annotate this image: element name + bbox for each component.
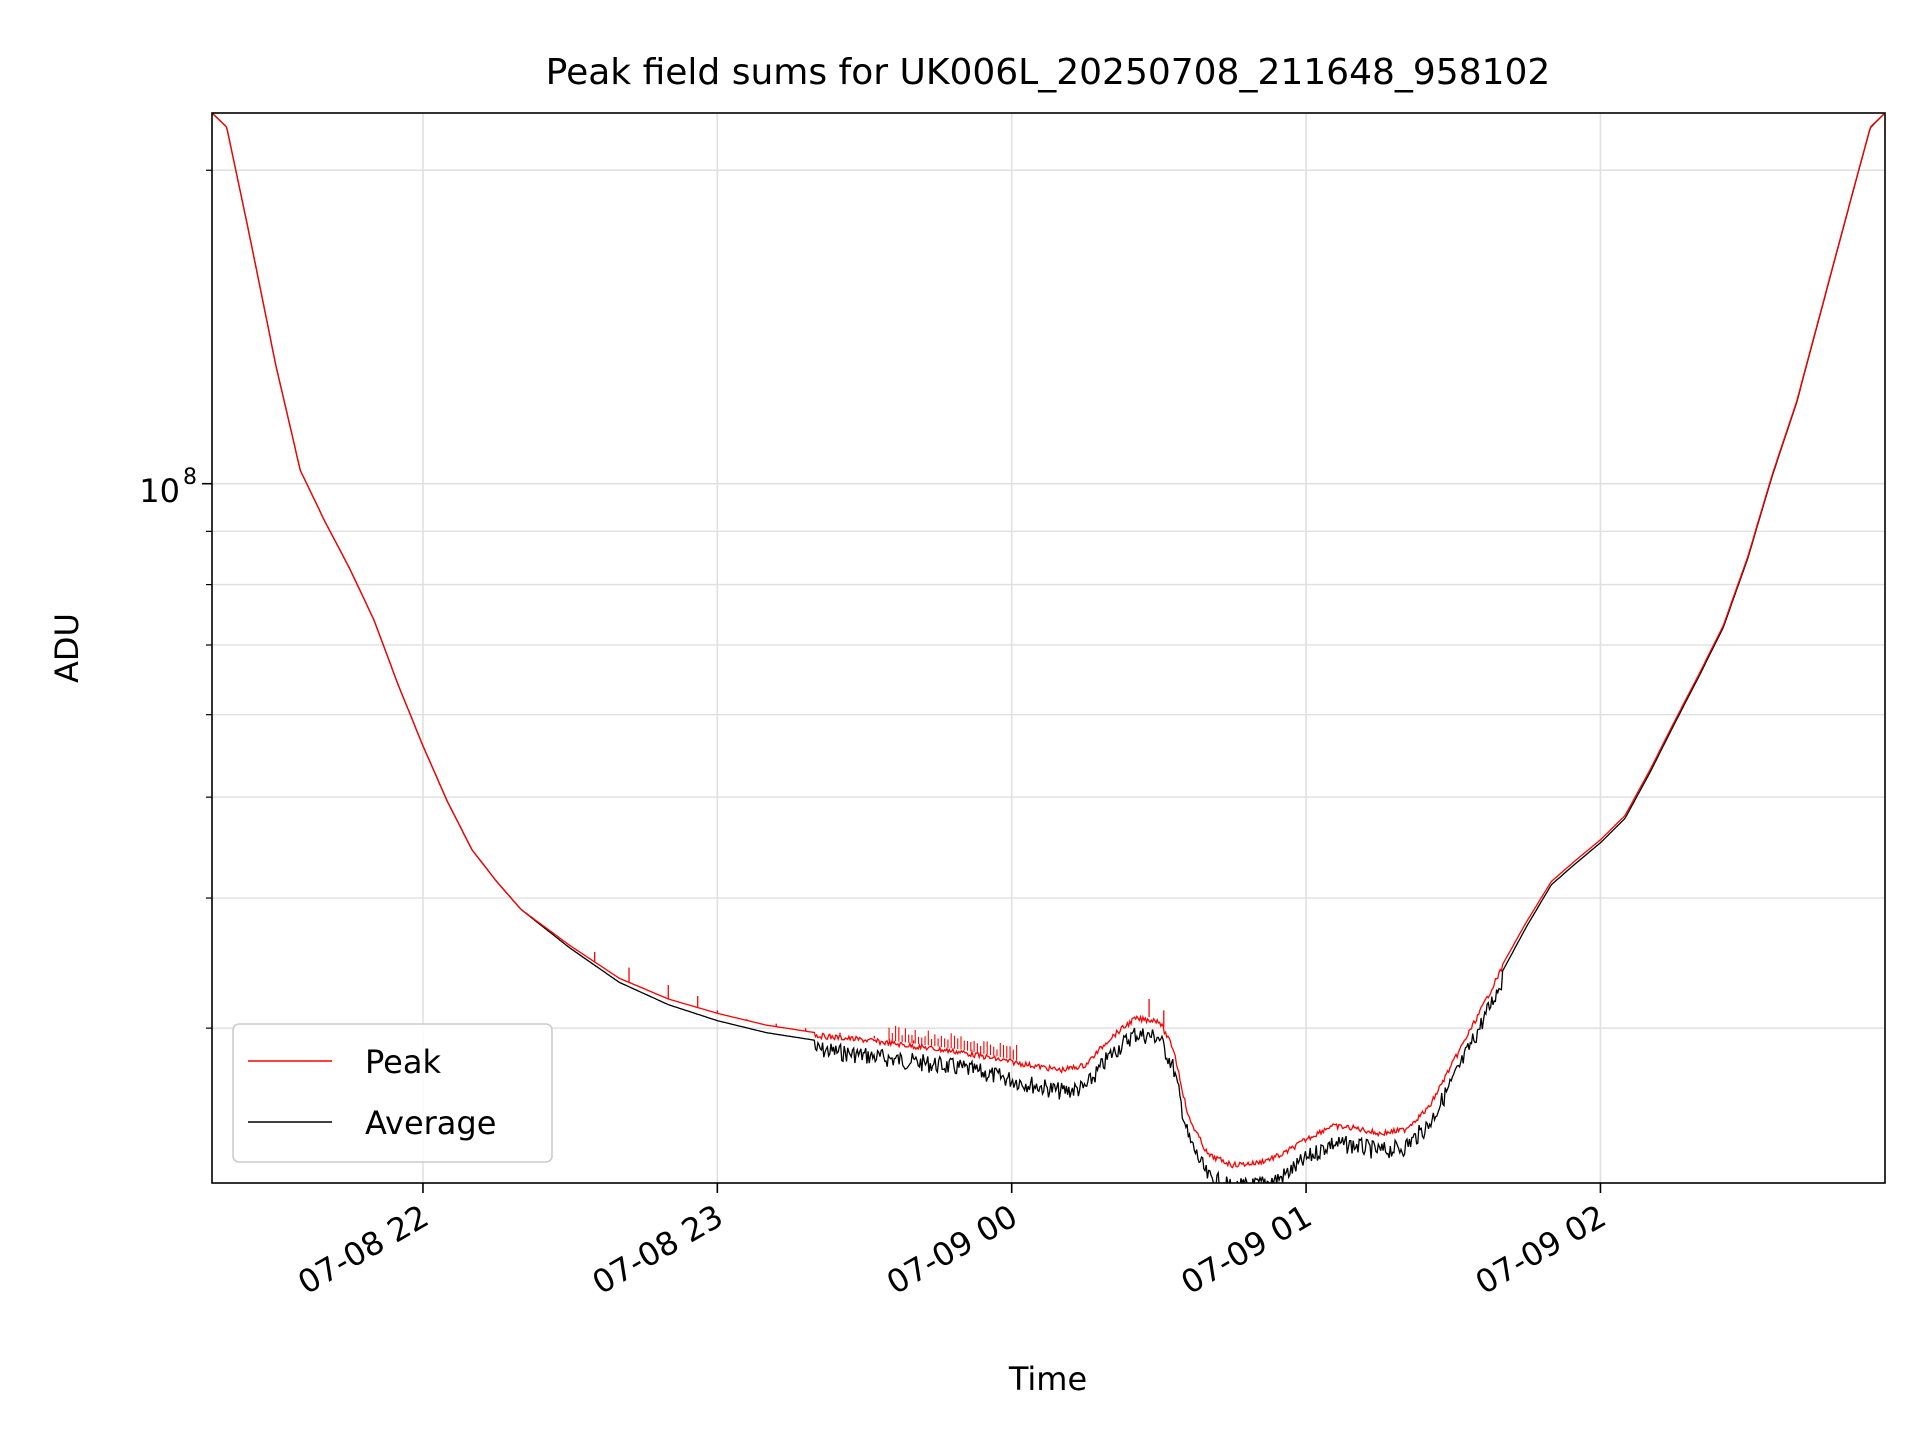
legend-label-average: Average bbox=[365, 1104, 496, 1142]
chart-title: Peak field sums for UK006L_20250708_2116… bbox=[546, 52, 1551, 93]
legend-label-peak: Peak bbox=[365, 1043, 441, 1081]
y-tick-label-major: 10 8 bbox=[139, 465, 197, 510]
x-axis-label: Time bbox=[1008, 1360, 1087, 1398]
series-line-peak bbox=[212, 113, 1885, 1169]
y-tick-base: 10 bbox=[139, 472, 180, 510]
grid bbox=[212, 113, 1885, 1183]
series-layer bbox=[212, 113, 1885, 1183]
legend-box bbox=[232, 1023, 553, 1163]
y-axis-label: ADU bbox=[48, 613, 86, 683]
y-tick-exponent: 8 bbox=[183, 465, 197, 490]
plot-frame bbox=[211, 112, 1886, 1184]
legend: Peak Average bbox=[232, 1023, 553, 1163]
